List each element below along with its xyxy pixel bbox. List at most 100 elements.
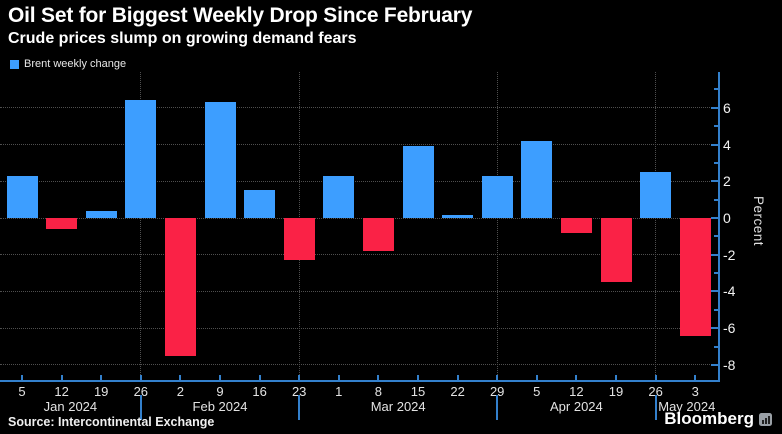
y-axis-major-tick--4 <box>711 290 718 293</box>
day-label-jan-26: 26 <box>133 384 149 399</box>
y-axis-minor-tick-5 <box>714 125 718 128</box>
y-axis-minor-tick--3 <box>714 272 718 275</box>
day-label-mar-1: 1 <box>335 384 343 399</box>
x-axis-tick-may-3 <box>694 375 697 380</box>
legend-swatch-icon <box>10 59 19 69</box>
y-tick-label--4: -4 <box>723 283 736 300</box>
bar-mar-8 <box>362 218 394 252</box>
bar-jan-26 <box>125 100 157 218</box>
bar-feb-2 <box>164 218 196 356</box>
day-label-jan-12: 12 <box>54 384 69 399</box>
bar-jan-12 <box>46 218 78 230</box>
h-gridline--6 <box>0 327 718 329</box>
month-label-mar: Mar 2024 <box>370 399 426 414</box>
bar-apr-12 <box>560 218 592 233</box>
x-axis-tick-mar-15 <box>417 375 419 380</box>
v-gridline-month-3 <box>496 72 498 381</box>
h-gridline-6 <box>0 107 718 109</box>
x-axis-tick-mar-29 <box>496 375 499 380</box>
x-axis-tick-apr-5 <box>535 375 538 380</box>
day-label-mar-22: 22 <box>450 384 465 399</box>
day-label-feb-16: 16 <box>252 384 267 399</box>
day-label-may-3: 3 <box>691 384 699 399</box>
x-axis-tick-jan-19 <box>100 375 103 380</box>
bar-may-3 <box>679 218 711 336</box>
day-label-mar-29: 29 <box>489 384 505 399</box>
h-gridline--8 <box>0 364 718 366</box>
y-axis-minor-tick-1 <box>714 198 718 201</box>
x-axis-tick-jan-12 <box>60 375 63 380</box>
bar-feb-9 <box>204 102 236 218</box>
x-axis-tick-mar-22 <box>456 375 459 380</box>
y-axis-minor-tick--7 <box>714 345 718 348</box>
y-axis-minor-tick-3 <box>714 161 718 164</box>
day-label-jan-5: 5 <box>18 384 26 399</box>
x-axis-tick-apr-19 <box>615 375 617 380</box>
month-label-apr: Apr 2024 <box>550 399 603 414</box>
bar-jan-5 <box>6 175 38 218</box>
y-axis-major-tick-6 <box>711 106 718 109</box>
y-axis-major-tick--8 <box>711 363 718 366</box>
day-label-mar-15: 15 <box>410 384 426 399</box>
page-title: Oil Set for Biggest Weekly Drop Since Fe… <box>8 4 473 27</box>
y-axis-minor-tick--1 <box>714 235 718 238</box>
bar-apr-19 <box>600 218 632 283</box>
x-axis-tick-feb-9 <box>219 375 221 380</box>
bar-jan-19 <box>85 210 117 218</box>
y-tick-label-6: 6 <box>723 99 731 116</box>
h-gridline-4 <box>0 144 718 146</box>
day-label-apr-26: 26 <box>648 384 663 399</box>
x-axis-tick-feb-16 <box>258 375 261 380</box>
day-label-apr-5: 5 <box>533 384 541 399</box>
y-axis-major-tick-4 <box>711 143 718 146</box>
y-tick-label--8: -8 <box>723 356 736 373</box>
month-separator-tick-3 <box>496 395 499 420</box>
bloomberg-logo: Bloomberg <box>664 409 754 428</box>
x-axis-tick-jan-5 <box>21 375 23 380</box>
v-gridline-month-1 <box>140 72 142 381</box>
bloomberg-chart-icon <box>759 412 772 426</box>
y-axis-major-tick--2 <box>711 253 718 256</box>
day-label-jan-19: 19 <box>93 384 109 399</box>
day-label-apr-19: 19 <box>608 384 624 399</box>
bar-mar-15 <box>402 146 434 218</box>
bar-apr-5 <box>521 140 553 218</box>
y-tick-label--2: -2 <box>723 246 736 263</box>
day-label-feb-2: 2 <box>176 384 184 399</box>
bar-mar-29 <box>481 175 513 218</box>
h-gridline-2 <box>0 180 718 182</box>
x-axis-tick-mar-8 <box>377 375 380 380</box>
x-axis-tick-mar-1 <box>337 375 340 380</box>
y-axis-major-tick-2 <box>711 180 718 183</box>
h-gridline-0 <box>0 217 718 219</box>
month-separator-tick-2 <box>298 395 301 420</box>
day-label-feb-9: 9 <box>216 384 224 399</box>
bar-mar-1 <box>323 175 355 218</box>
day-label-mar-8: 8 <box>374 384 382 399</box>
h-gridline--4 <box>0 290 718 292</box>
x-axis-tick-feb-23 <box>298 375 301 380</box>
x-axis-tick-apr-12 <box>575 375 578 380</box>
month-label-jan: Jan 2024 <box>43 399 98 414</box>
y-tick-label--6: -6 <box>723 320 736 337</box>
legend-label: Brent weekly change <box>24 58 127 70</box>
y-axis-minor-tick-7 <box>714 88 718 91</box>
bar-apr-26 <box>640 172 672 218</box>
y-axis-major-tick--6 <box>711 327 718 330</box>
month-separator-tick-4 <box>654 395 657 420</box>
day-label-apr-12: 12 <box>569 384 584 399</box>
month-label-feb: Feb 2024 <box>192 399 248 414</box>
day-label-feb-23: 23 <box>291 384 307 399</box>
x-axis-tick-feb-2 <box>179 375 182 380</box>
v-gridline-month-4 <box>655 72 657 381</box>
y-axis-major-tick-0 <box>711 217 718 219</box>
y-tick-label-0: 0 <box>723 210 731 226</box>
bloomberg-branding: Bloomberg <box>664 409 772 429</box>
legend: Brent weekly change <box>10 58 126 70</box>
x-axis-tick-apr-26 <box>654 375 657 380</box>
page-subtitle: Crude prices slump on growing demand fea… <box>8 30 357 47</box>
source-note: Source: Intercontinental Exchange <box>8 415 215 429</box>
y-axis-title: Percent <box>751 196 766 247</box>
